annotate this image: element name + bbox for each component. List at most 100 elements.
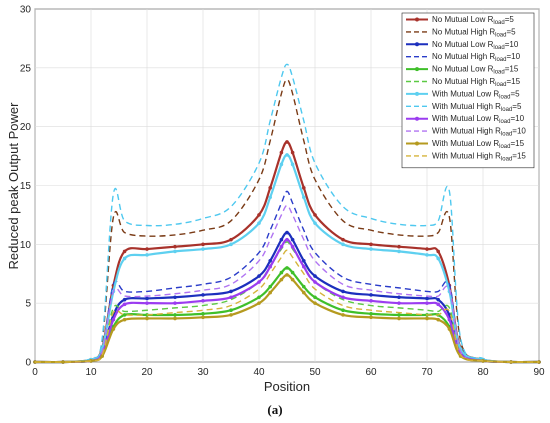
data-point [229,313,233,317]
data-point [425,253,429,257]
data-point [302,264,306,269]
legend-label-main: No Mutual High R [432,52,495,61]
x-tick-label: 80 [477,367,489,378]
legend-marker [415,141,419,146]
legend-label-tail: =5 [512,102,522,111]
x-tick-label: 20 [141,367,153,378]
legend-label-sub: load [501,107,512,113]
data-point [173,301,177,305]
data-point [397,295,401,300]
legend-marker [415,116,419,121]
legend-label-tail: =10 [505,40,519,49]
data-point [341,313,345,317]
data-point [61,360,65,364]
x-tick-label: 90 [533,367,545,378]
series-line [34,241,540,363]
data-point [285,237,289,242]
x-tick-label: 30 [197,367,209,378]
data-point [279,237,284,242]
y-axis-label: Reduced peak Output Power [6,102,21,270]
series-line [34,249,540,363]
legend-label-sub: load [493,20,504,26]
data-point [201,315,205,320]
legend-label: With Mutual High Rload=10 [432,127,526,138]
data-point [268,284,273,289]
data-point [447,317,452,322]
y-tick-label: 25 [20,63,32,74]
data-point [290,244,295,249]
data-point [257,221,261,225]
data-point [173,313,177,317]
legend-label: With Mutual High Rload=15 [432,151,526,162]
data-point [369,242,373,247]
data-point [122,317,127,322]
data-point [369,299,373,303]
legend-label-tail: =15 [510,139,524,148]
series-8 [34,63,540,363]
data-point [229,237,233,242]
legend-label-main: With Mutual High R [432,102,501,111]
legend-marker [415,67,419,72]
data-point [229,295,233,300]
data-point [369,247,373,251]
data-point [201,311,205,316]
legend-label-sub: load [499,144,510,150]
data-point [201,293,205,297]
legend-label-tail: =10 [512,127,526,136]
data-point [313,280,317,284]
data-point [145,301,149,305]
data-point [302,259,306,263]
data-point [268,186,273,190]
legend-label-main: With Mutual High R [432,127,501,136]
data-point [341,289,345,294]
legend-label-sub: load [493,70,504,76]
data-point [290,237,295,242]
data-point [122,302,127,307]
legend-label-main: With Mutual High R [432,151,501,160]
legend-label-tail: =10 [510,114,524,123]
data-point [285,153,289,157]
x-tick-label: 0 [32,367,38,378]
data-point [436,302,441,307]
data-point [122,249,127,254]
series-6 [34,241,540,363]
data-point [279,270,284,275]
legend-box [401,12,535,169]
y-tick-label: 0 [25,358,31,369]
legend-label: With Mutual Low Rload=10 [432,114,525,125]
data-point [436,297,441,302]
y-tick-label: 15 [20,181,32,192]
data-point [290,150,295,155]
legend-label-main: With Mutual Low R [432,89,499,98]
data-point [201,242,205,247]
legend-label-sub: load [495,57,506,63]
data-point [447,327,452,331]
data-point [100,354,104,358]
legend-label: With Mutual Low Rload=5 [432,89,520,100]
data-point [302,186,306,190]
tick-labels: 0 10 20 30 40 50 60 70 80 90 0 5 10 15 20 25 30 [20,5,545,379]
legend-label-tail: =5 [510,89,520,98]
legend: No Mutual Low Rload=5No Mutual High Rloa… [401,12,535,169]
data-point [229,242,233,247]
legend-label-tail: =15 [512,151,526,160]
legend-label-main: No Mutual High R [432,77,495,86]
data-point [436,317,441,322]
y-tick-label: 30 [20,5,32,16]
legend-label-sub: load [499,94,510,100]
y-tick-label: 5 [25,299,31,310]
data-point [425,316,429,321]
data-point [425,296,429,301]
data-point [201,247,205,251]
data-point [145,316,149,321]
data-point [341,242,345,247]
data-point [279,150,284,155]
data-point [145,253,149,257]
data-point [279,244,284,249]
data-point [285,266,289,270]
legend-label-main: No Mutual Low R [432,65,494,74]
data-point [111,317,116,322]
data-point [257,295,261,300]
